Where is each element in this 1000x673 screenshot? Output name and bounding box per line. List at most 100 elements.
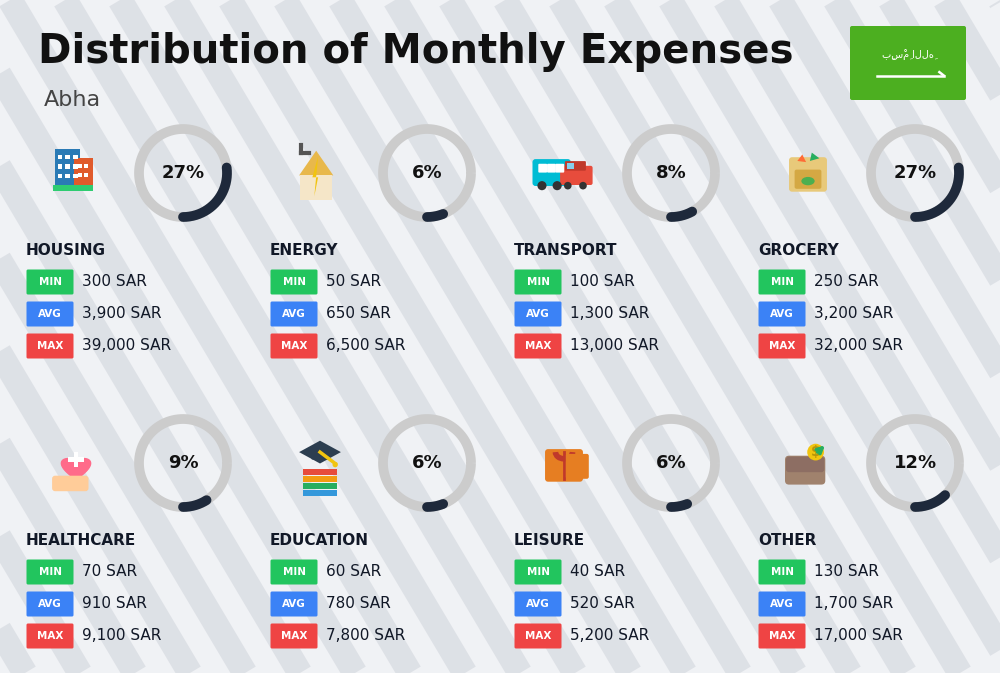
Text: MAX: MAX bbox=[281, 631, 307, 641]
Text: LEISURE: LEISURE bbox=[514, 533, 585, 548]
FancyBboxPatch shape bbox=[785, 456, 825, 485]
FancyBboxPatch shape bbox=[514, 334, 562, 359]
FancyBboxPatch shape bbox=[58, 174, 62, 178]
Text: MIN: MIN bbox=[283, 567, 306, 577]
FancyBboxPatch shape bbox=[84, 173, 88, 176]
FancyBboxPatch shape bbox=[58, 164, 62, 168]
Circle shape bbox=[579, 182, 587, 190]
FancyBboxPatch shape bbox=[270, 334, 318, 359]
Text: 300 SAR: 300 SAR bbox=[82, 275, 147, 289]
FancyBboxPatch shape bbox=[78, 173, 82, 176]
FancyBboxPatch shape bbox=[26, 592, 74, 616]
FancyBboxPatch shape bbox=[545, 449, 583, 482]
Text: AVG: AVG bbox=[526, 309, 550, 319]
Text: MIN: MIN bbox=[770, 277, 794, 287]
Text: Distribution of Monthly Expenses: Distribution of Monthly Expenses bbox=[38, 32, 794, 72]
FancyBboxPatch shape bbox=[514, 559, 562, 584]
Text: AVG: AVG bbox=[770, 599, 794, 609]
FancyBboxPatch shape bbox=[55, 149, 80, 185]
Text: 1,700 SAR: 1,700 SAR bbox=[814, 596, 893, 612]
FancyBboxPatch shape bbox=[65, 164, 70, 168]
Circle shape bbox=[564, 182, 572, 190]
Text: 100 SAR: 100 SAR bbox=[570, 275, 635, 289]
Text: MAX: MAX bbox=[525, 341, 551, 351]
Text: 780 SAR: 780 SAR bbox=[326, 596, 391, 612]
FancyBboxPatch shape bbox=[52, 476, 88, 491]
Polygon shape bbox=[312, 156, 318, 197]
FancyBboxPatch shape bbox=[26, 269, 74, 295]
Text: MIN: MIN bbox=[283, 277, 306, 287]
Text: 32,000 SAR: 32,000 SAR bbox=[814, 339, 903, 353]
FancyBboxPatch shape bbox=[300, 176, 332, 200]
Text: 1,300 SAR: 1,300 SAR bbox=[570, 306, 649, 322]
FancyBboxPatch shape bbox=[26, 623, 74, 649]
Polygon shape bbox=[797, 155, 806, 162]
Text: 650 SAR: 650 SAR bbox=[326, 306, 391, 322]
FancyBboxPatch shape bbox=[555, 164, 564, 172]
Text: 6%: 6% bbox=[656, 454, 686, 472]
Text: MIN: MIN bbox=[38, 567, 62, 577]
FancyBboxPatch shape bbox=[532, 159, 571, 186]
Text: OTHER: OTHER bbox=[758, 533, 816, 548]
Text: $: $ bbox=[811, 445, 820, 459]
Text: HEALTHCARE: HEALTHCARE bbox=[26, 533, 136, 548]
FancyBboxPatch shape bbox=[73, 155, 78, 159]
Circle shape bbox=[537, 181, 547, 190]
Circle shape bbox=[807, 444, 824, 460]
FancyBboxPatch shape bbox=[303, 483, 337, 489]
FancyBboxPatch shape bbox=[514, 269, 562, 295]
Text: MAX: MAX bbox=[37, 341, 63, 351]
FancyBboxPatch shape bbox=[567, 164, 574, 169]
Text: Abha: Abha bbox=[44, 90, 101, 110]
Text: HOUSING: HOUSING bbox=[26, 243, 106, 258]
Text: 3,900 SAR: 3,900 SAR bbox=[82, 306, 162, 322]
Text: AVG: AVG bbox=[282, 599, 306, 609]
Text: 6%: 6% bbox=[412, 164, 442, 182]
Text: 39,000 SAR: 39,000 SAR bbox=[82, 339, 171, 353]
Text: 60 SAR: 60 SAR bbox=[326, 565, 381, 579]
FancyBboxPatch shape bbox=[303, 469, 337, 475]
Text: 12%: 12% bbox=[893, 454, 937, 472]
FancyBboxPatch shape bbox=[65, 155, 70, 159]
Text: GROCERY: GROCERY bbox=[758, 243, 839, 258]
FancyBboxPatch shape bbox=[786, 457, 824, 472]
FancyBboxPatch shape bbox=[270, 559, 318, 584]
FancyBboxPatch shape bbox=[795, 170, 821, 189]
Text: EDUCATION: EDUCATION bbox=[270, 533, 369, 548]
Text: MIN: MIN bbox=[526, 277, 550, 287]
FancyBboxPatch shape bbox=[514, 623, 562, 649]
FancyBboxPatch shape bbox=[566, 454, 589, 479]
FancyBboxPatch shape bbox=[58, 155, 62, 159]
Text: AVG: AVG bbox=[770, 309, 794, 319]
Text: 27%: 27% bbox=[893, 164, 937, 182]
FancyBboxPatch shape bbox=[789, 157, 827, 192]
Text: AVG: AVG bbox=[526, 599, 550, 609]
FancyBboxPatch shape bbox=[759, 334, 806, 359]
FancyBboxPatch shape bbox=[538, 164, 547, 172]
Text: 50 SAR: 50 SAR bbox=[326, 275, 381, 289]
FancyBboxPatch shape bbox=[311, 449, 329, 460]
Text: MAX: MAX bbox=[769, 341, 795, 351]
FancyBboxPatch shape bbox=[850, 26, 966, 100]
FancyBboxPatch shape bbox=[270, 269, 318, 295]
Text: 250 SAR: 250 SAR bbox=[814, 275, 879, 289]
FancyBboxPatch shape bbox=[84, 164, 88, 168]
Text: 13,000 SAR: 13,000 SAR bbox=[570, 339, 659, 353]
FancyBboxPatch shape bbox=[759, 592, 806, 616]
FancyBboxPatch shape bbox=[73, 174, 78, 178]
FancyBboxPatch shape bbox=[26, 302, 74, 326]
FancyBboxPatch shape bbox=[78, 164, 82, 168]
FancyBboxPatch shape bbox=[565, 161, 586, 171]
Text: MAX: MAX bbox=[37, 631, 63, 641]
Polygon shape bbox=[299, 441, 341, 464]
Text: 9%: 9% bbox=[168, 454, 198, 472]
Text: AVG: AVG bbox=[282, 309, 306, 319]
FancyBboxPatch shape bbox=[74, 158, 93, 185]
FancyBboxPatch shape bbox=[26, 559, 74, 584]
Text: TRANSPORT: TRANSPORT bbox=[514, 243, 618, 258]
Text: 40 SAR: 40 SAR bbox=[570, 565, 625, 579]
Circle shape bbox=[333, 462, 338, 467]
Polygon shape bbox=[61, 458, 91, 481]
Text: 8%: 8% bbox=[656, 164, 686, 182]
Ellipse shape bbox=[801, 177, 815, 185]
